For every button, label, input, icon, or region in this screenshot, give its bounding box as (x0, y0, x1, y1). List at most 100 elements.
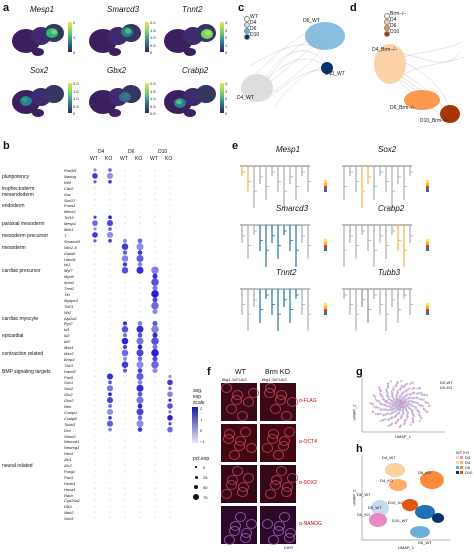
panel-a-colorbar-tick: 0.0 (150, 111, 156, 116)
panel-f-nucleus (221, 383, 232, 393)
panel-b-dot (109, 482, 111, 484)
panel-f-nucleus (273, 526, 284, 536)
panel-a-colorbar-tick: 4 (225, 81, 228, 86)
panel-b-gene-label: Ryr2 (64, 321, 73, 327)
panel-b-dot (109, 311, 111, 313)
panel-b-dot (152, 309, 158, 315)
panel-h-cluster-label: D6_WT (357, 492, 371, 497)
panel-h-cluster-label: D6_WT (418, 540, 432, 545)
panel-b-dot (106, 408, 114, 415)
panel-b-dot (94, 458, 96, 460)
panel-b-dot (137, 321, 143, 326)
d4-cluster (241, 74, 273, 102)
panel-b-gene-label: Klf4 (64, 179, 71, 185)
panel-b-gene-label: Sox3 (64, 516, 74, 522)
h-d0-ko (369, 513, 387, 527)
panel-h-legend-wt-swatch (456, 456, 459, 459)
panel-b-gene-label: Msx2 (64, 350, 74, 356)
panel-b-dot (169, 458, 171, 460)
panel-a-colorbar (145, 22, 149, 52)
panel-b-dot (169, 175, 171, 177)
panel-b-dot (137, 368, 143, 373)
panel-f-channel-label: α-OCT4 (299, 439, 317, 445)
panel-b-dot (94, 316, 96, 319)
panel-b-dot (124, 169, 126, 171)
panel-b-legend-title: avg. (193, 388, 203, 394)
panel-b-dot (154, 482, 156, 484)
legend-swatch (384, 25, 390, 31)
panel-a-colorbar-tick: 1.0 (150, 96, 156, 101)
panel-b-dot (137, 356, 143, 362)
d10-cluster (321, 62, 333, 74)
panel-b-dot (94, 210, 96, 212)
panel-b-dot (124, 482, 126, 484)
panel-b-gene-label: Hoxa1 (64, 486, 76, 492)
panel-b-gene-label: Pax3 (64, 474, 74, 480)
panel-b-dot (169, 281, 171, 283)
panel-b-dot (169, 311, 171, 313)
panel-b-dot (169, 210, 171, 212)
panel-b-dot (106, 420, 114, 427)
panel-b-dot (169, 287, 171, 289)
panel-b-dot (154, 505, 156, 507)
panel-b-dot (108, 215, 112, 220)
panel-b-dot (154, 246, 156, 248)
panel-h-letter: h (356, 443, 363, 455)
panel-a-umap (164, 85, 216, 117)
panel-b-dot (124, 440, 126, 442)
panel-b-dot (169, 293, 171, 295)
panel-b-dot (124, 311, 126, 313)
panel-b-dot (152, 332, 158, 338)
panel-f-channel-label: α-FLAG (299, 398, 317, 404)
panel-b-dot (136, 420, 144, 428)
panel-b-dot (122, 250, 128, 255)
panel-b-category-label: contraction related (2, 350, 44, 357)
panel-b-dotplot: D4 D6 D10 WT KO WT KO WT KO pluripotency trophecto… (0, 145, 220, 550)
panel-h-cluster-label: D10_KO (388, 500, 404, 505)
panel-b-dot (94, 440, 96, 442)
panel-b-size-dot (195, 466, 197, 468)
panel-b-dot (154, 222, 156, 224)
panel-b-dot (121, 267, 129, 274)
panel-e-gene-title: Tubb3 (378, 268, 401, 277)
panel-b-dot (124, 399, 126, 401)
h-d6-wt (410, 526, 430, 538)
panel-b-dot (109, 334, 111, 336)
panel-b-dot (94, 328, 96, 330)
panel-b-dot (139, 275, 141, 277)
panel-b-dot (169, 263, 171, 265)
panel-b-dot (106, 385, 114, 392)
panel-f-nucleus (273, 450, 284, 460)
panel-b-dot (94, 399, 96, 401)
panel-b-dot (154, 493, 156, 496)
panel-b-dot (94, 470, 96, 472)
panel-b-dot (109, 370, 111, 372)
panel-b-dot (94, 375, 96, 378)
panel-f-col-title-ko: Brm KO (265, 369, 290, 376)
panel-b-dot (94, 452, 96, 454)
panel-g-legend-ko: D0-KO (440, 385, 453, 390)
panel-f-nucleus (262, 519, 273, 529)
panel-b-dot (169, 346, 171, 348)
panel-h-legend-label: D0 (465, 455, 471, 460)
panel-h-xlabel: UMAP_1 (398, 545, 415, 550)
panel-b-dot (139, 281, 141, 283)
panel-b-dot (124, 488, 126, 490)
panel-b-dot (121, 349, 129, 357)
panel-h-legend-title: WT KO (456, 450, 470, 455)
panel-b-dot (109, 440, 111, 442)
panel-f-nucleus (270, 404, 281, 414)
panel-b-dot (169, 269, 171, 271)
panel-b-gene-label: Actn2 (64, 280, 75, 286)
panel-b-dot (124, 452, 126, 454)
panel-b-dot (109, 187, 111, 189)
panel-b-dot (151, 349, 159, 357)
panel-f-nucleus (248, 388, 259, 398)
panel-b-gene-label: Zic2 (64, 463, 72, 468)
panel-b-cond-header: WT (150, 156, 158, 162)
panel-b-dot (139, 169, 141, 171)
legend-label: D6 (390, 23, 397, 29)
panel-b-dot (121, 243, 129, 250)
panel-b-dot (94, 187, 96, 189)
panel-b-colorscale-tick: 0 (200, 428, 203, 433)
